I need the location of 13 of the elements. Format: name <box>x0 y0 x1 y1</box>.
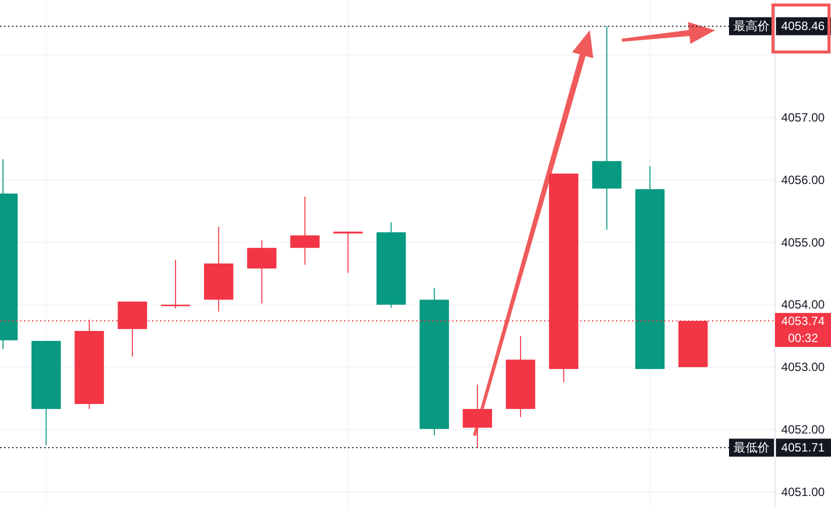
ref-line-label: 最高价 <box>734 19 770 34</box>
text: 4051.71 <box>781 440 826 455</box>
y-tick-label: 4054.00 <box>781 298 826 312</box>
y-tick-label: 4057.00 <box>781 110 826 124</box>
y-tick-label: 4051.00 <box>781 485 826 500</box>
text: 4058.46 <box>781 19 826 34</box>
y-tick-label: 4055.00 <box>781 235 826 250</box>
y-tick-label: 4052.00 <box>781 422 826 437</box>
text: 00:32 <box>788 330 818 345</box>
y-tick-label: 4056.00 <box>781 172 826 187</box>
ref-line-label: 最低价 <box>734 440 770 455</box>
y-tick-label: 4053.00 <box>781 360 826 374</box>
text: 4053.74 <box>781 314 826 328</box>
